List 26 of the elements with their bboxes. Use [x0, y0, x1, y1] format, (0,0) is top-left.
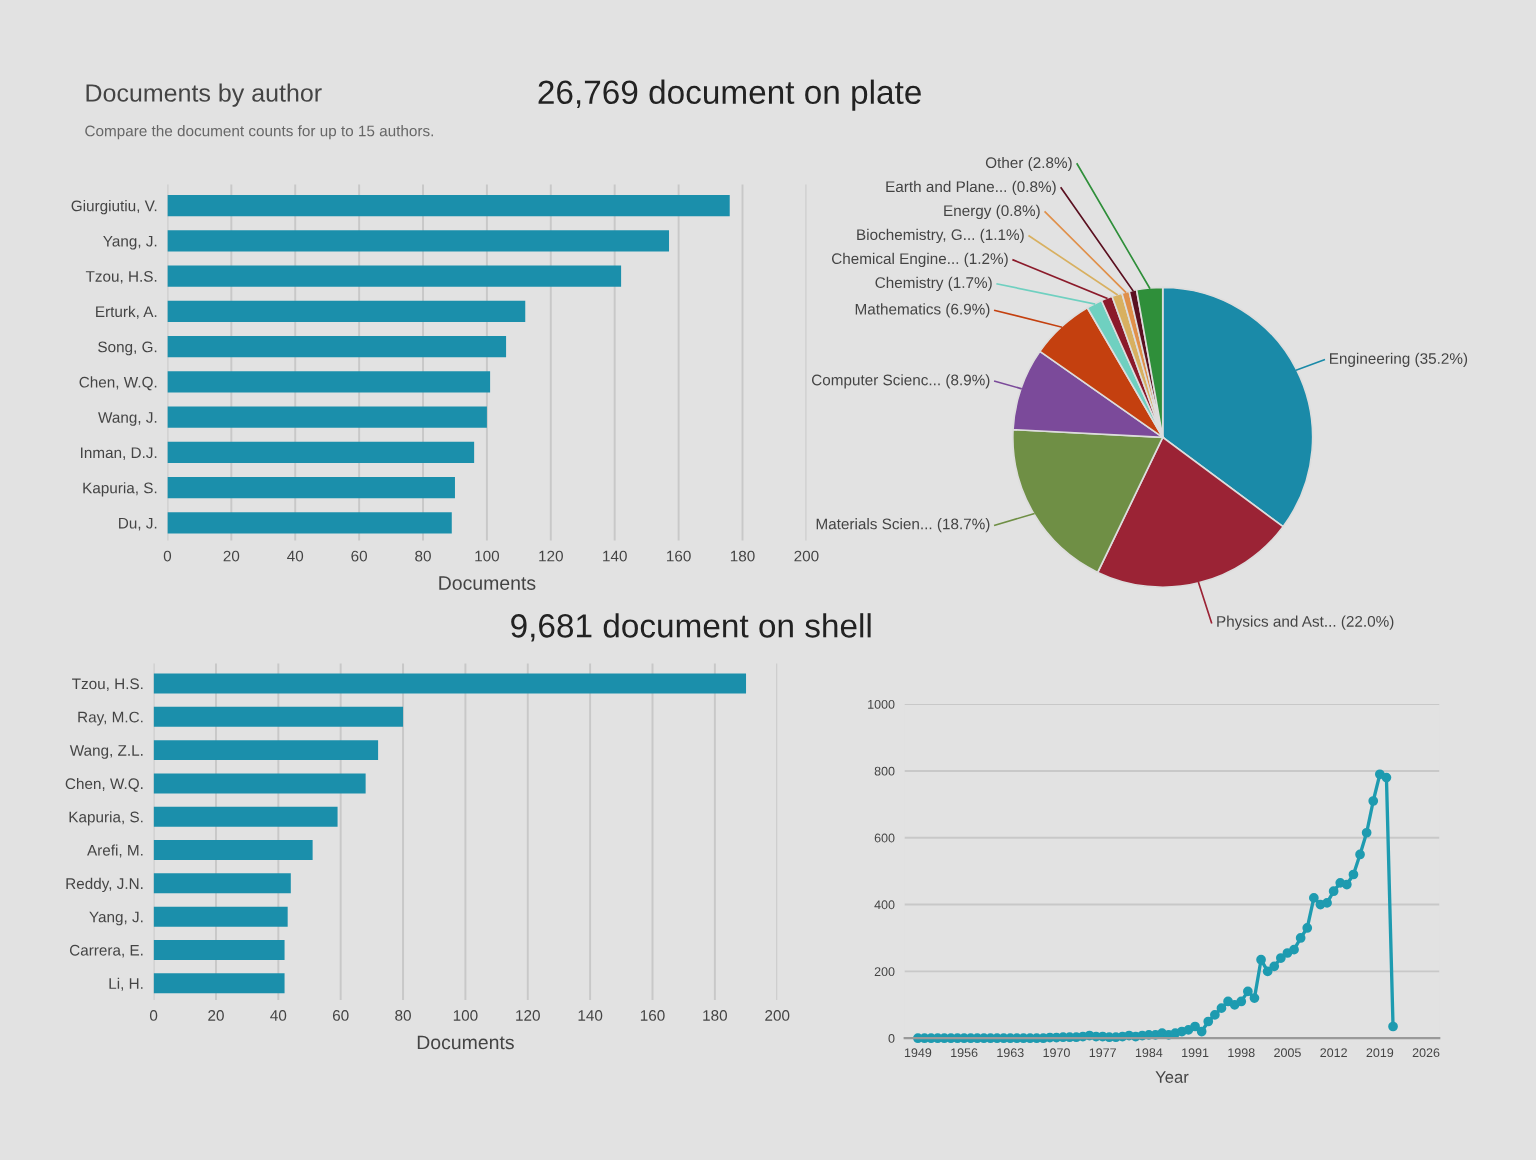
- bar: [153, 740, 379, 761]
- bar: [167, 300, 526, 322]
- text: 9,681 document on shell: [511, 613, 871, 642]
- bar: [153, 806, 338, 827]
- bar: [153, 673, 747, 694]
- x-axis-title: Year: [1155, 1071, 1189, 1083]
- bar: [153, 973, 285, 994]
- bar: [167, 406, 487, 428]
- bar: [153, 873, 291, 894]
- bar: [167, 230, 670, 252]
- x-axis-title: Documents: [439, 576, 536, 590]
- chart-title: Documents by author: [86, 83, 322, 107]
- bar: [153, 706, 404, 727]
- bar: [167, 441, 475, 463]
- bar: [167, 371, 491, 393]
- bar: [167, 265, 622, 287]
- bar: [167, 477, 455, 499]
- bar: [167, 195, 730, 217]
- bar: [153, 906, 288, 927]
- text: 26,769 document on plate: [538, 79, 921, 111]
- x-axis-title: Documents: [417, 1035, 514, 1050]
- bar: [167, 336, 507, 358]
- bar: [153, 773, 366, 794]
- bar: [167, 512, 452, 534]
- bar: [153, 939, 285, 960]
- bar: [153, 840, 313, 861]
